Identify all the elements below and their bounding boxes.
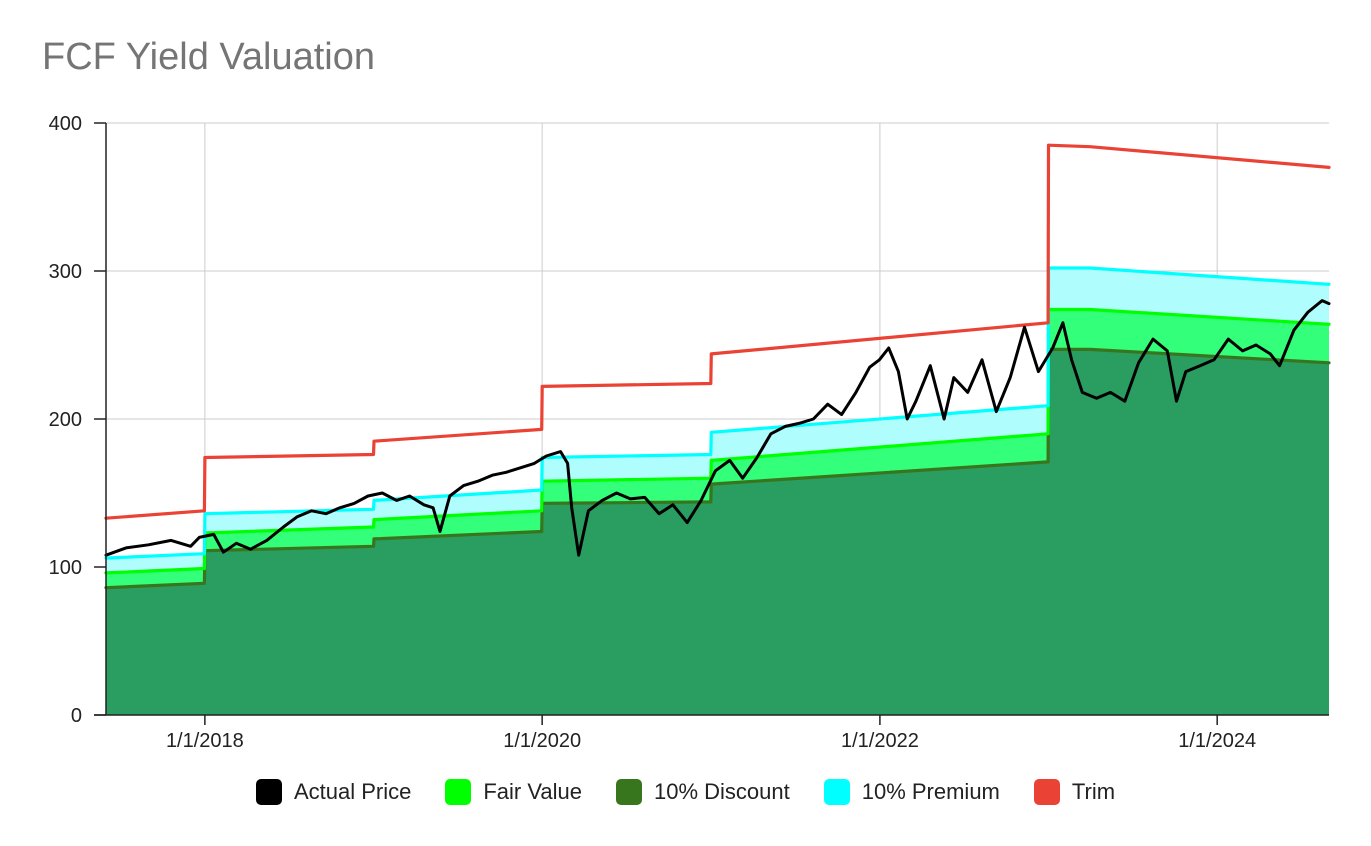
y-tick-label: 300 (49, 261, 82, 283)
legend-swatch (1033, 779, 1060, 805)
x-tick-label: 1/1/2018 (166, 730, 244, 752)
actual-price-line (104, 299, 1331, 557)
chart-title: FCF Yield Valuation (42, 36, 376, 78)
y-tick-label: 200 (49, 409, 82, 431)
legend-item-actual-price: Actual Price (255, 779, 412, 805)
y-tick-label: 100 (49, 557, 82, 579)
premium-area (106, 268, 1329, 573)
legend-item-10-discount: 10% Discount (615, 779, 790, 805)
legend-label: 10% Discount (653, 779, 790, 804)
discount-area (106, 349, 1329, 715)
legend-label: 10% Premium (861, 779, 1000, 804)
y-tick-label: 0 (71, 705, 82, 727)
legend-label: Trim (1071, 779, 1116, 804)
trim-line (104, 143, 1331, 520)
legend-item-fair-value: Fair Value (445, 779, 582, 805)
legend-swatch (823, 779, 850, 805)
legend-item-trim: Trim (1033, 779, 1116, 805)
legend-swatch (445, 779, 472, 805)
legend-swatch (615, 779, 642, 805)
chart-plot: 0 100 200 300 400 1/1/2018 1/1/2020 1/1/2022 1/1… (49, 113, 1331, 752)
legend-swatch (255, 779, 282, 805)
legend-label: Fair Value (483, 779, 582, 804)
y-tick-label: 400 (49, 113, 82, 135)
legend-item-10-premium: 10% Premium (823, 779, 1000, 805)
legend: Actual Price Fair Value 10% Discount 10% Pr… (0, 776, 1371, 808)
series-lines (104, 143, 1331, 590)
axes: 0 100 200 300 400 1/1/2018 1/1/2020 1/1/2022 1/1… (49, 113, 1329, 752)
x-tick-label: 1/1/2024 (1178, 730, 1256, 752)
x-tick-label: 1/1/2020 (503, 730, 581, 752)
legend-label: Actual Price (293, 779, 412, 804)
x-tick-label: 1/1/2022 (841, 730, 919, 752)
area-bands (106, 268, 1329, 715)
